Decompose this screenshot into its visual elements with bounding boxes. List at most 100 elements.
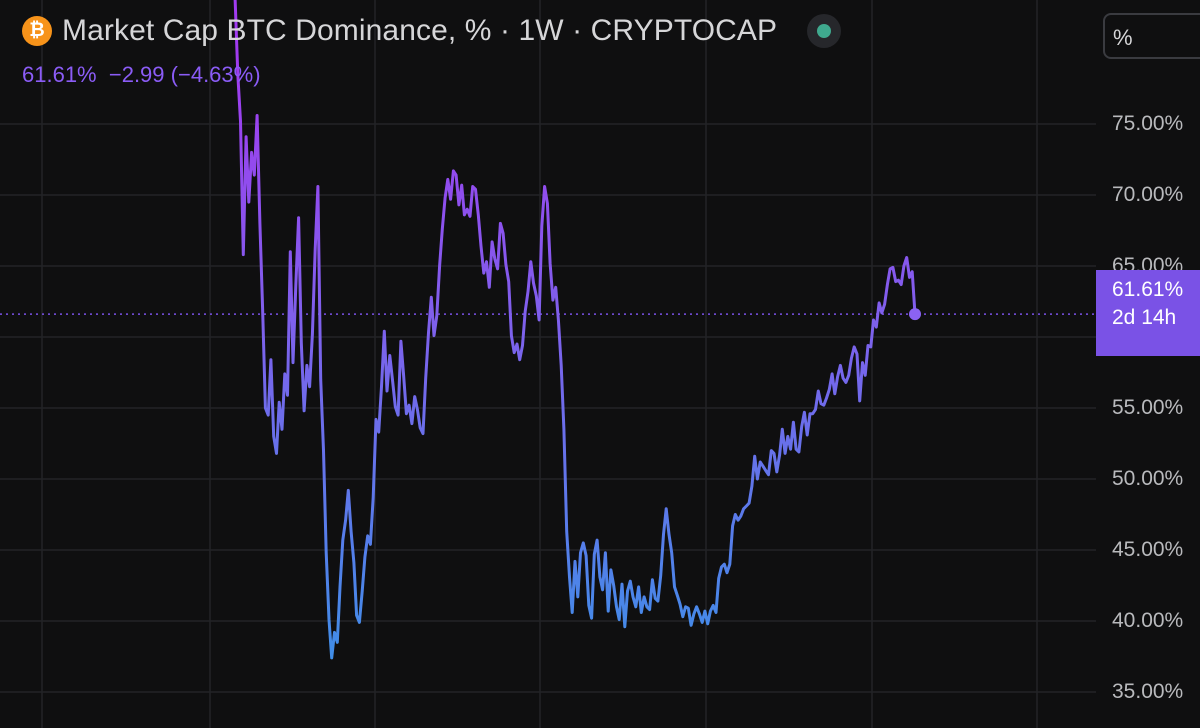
data-point: [825, 396, 829, 400]
data-point: [880, 311, 884, 315]
data-point: [786, 434, 790, 438]
data-point: [449, 197, 453, 201]
data-point: [667, 532, 671, 536]
data-point: [291, 361, 295, 365]
data-point: [504, 263, 508, 267]
data-point: [568, 575, 572, 579]
data-point: [863, 373, 867, 377]
series-points: [233, 0, 917, 660]
data-point: [648, 608, 652, 612]
data-point: [662, 532, 666, 536]
data-point: [523, 309, 527, 313]
market-status-indicator[interactable]: [807, 14, 842, 48]
data-point: [836, 375, 840, 379]
data-point: [739, 514, 743, 518]
data-point: [244, 135, 248, 139]
data-point: [791, 420, 795, 424]
data-point: [540, 224, 544, 228]
data-point: [565, 530, 569, 534]
data-point: [432, 334, 436, 338]
data-point: [427, 331, 431, 335]
data-point: [297, 216, 301, 220]
data-point: [404, 412, 408, 416]
data-point: [797, 450, 801, 454]
data-point: [764, 469, 768, 473]
data-point: [695, 605, 699, 609]
data-point: [675, 593, 679, 597]
data-point: [659, 574, 663, 578]
data-point: [294, 284, 298, 288]
data-point: [327, 618, 331, 622]
data-point: [899, 283, 903, 287]
data-point: [252, 173, 256, 177]
data-point: [725, 571, 729, 575]
data-point: [728, 562, 732, 566]
data-point: [601, 588, 605, 592]
data-point: [885, 283, 889, 287]
data-point: [581, 541, 585, 545]
data-point: [333, 630, 337, 634]
data-point: [474, 187, 478, 191]
data-point: [366, 534, 370, 538]
data-point: [844, 380, 848, 384]
data-point: [355, 613, 359, 617]
data-point: [852, 345, 856, 349]
data-point: [783, 451, 787, 455]
data-point: [639, 611, 643, 615]
data-point: [858, 399, 862, 403]
data-point: [266, 413, 270, 417]
data-point: [346, 488, 350, 492]
data-point: [689, 623, 693, 627]
data-point: [374, 417, 378, 421]
data-point: [380, 385, 384, 389]
data-point: [507, 280, 511, 284]
data-point: [697, 612, 701, 616]
bitcoin-icon: ₿: [22, 16, 52, 46]
data-point: [349, 530, 353, 534]
scale-mode-button[interactable]: %: [1103, 13, 1200, 59]
data-point: [717, 576, 721, 580]
data-point: [402, 373, 406, 377]
data-point: [446, 177, 450, 181]
data-point: [344, 518, 348, 522]
data-point: [584, 554, 588, 558]
data-point: [512, 351, 516, 355]
y-tick-label: 70.00%: [1112, 183, 1184, 206]
y-tick-label: 75.00%: [1112, 112, 1184, 135]
last-value-dot: [909, 308, 921, 321]
data-point: [587, 603, 591, 607]
data-point: [391, 379, 395, 383]
data-point: [360, 589, 364, 593]
data-point: [269, 358, 273, 362]
data-point: [299, 341, 303, 345]
data-point: [424, 376, 428, 380]
data-point: [609, 568, 613, 572]
data-point: [592, 552, 596, 556]
data-point: [869, 345, 873, 349]
chart-grid: [0, 0, 1096, 728]
data-point: [595, 538, 599, 542]
data-point: [758, 460, 762, 464]
data-point: [496, 267, 500, 271]
data-point: [579, 551, 583, 555]
data-point: [543, 185, 547, 189]
data-point: [650, 578, 654, 582]
data-point: [830, 372, 834, 376]
data-point: [642, 595, 646, 599]
data-point: [598, 575, 602, 579]
data-point: [711, 603, 715, 607]
data-point: [822, 403, 826, 407]
data-point: [476, 213, 480, 217]
data-point: [487, 285, 491, 289]
data-point: [247, 200, 251, 204]
data-point: [833, 392, 837, 396]
data-point: [714, 611, 718, 615]
data-point: [250, 150, 254, 154]
data-point: [413, 395, 417, 399]
data-point: [708, 609, 712, 613]
data-point: [363, 555, 367, 559]
data-point: [559, 363, 563, 367]
data-point: [811, 412, 815, 416]
data-point: [280, 427, 284, 431]
